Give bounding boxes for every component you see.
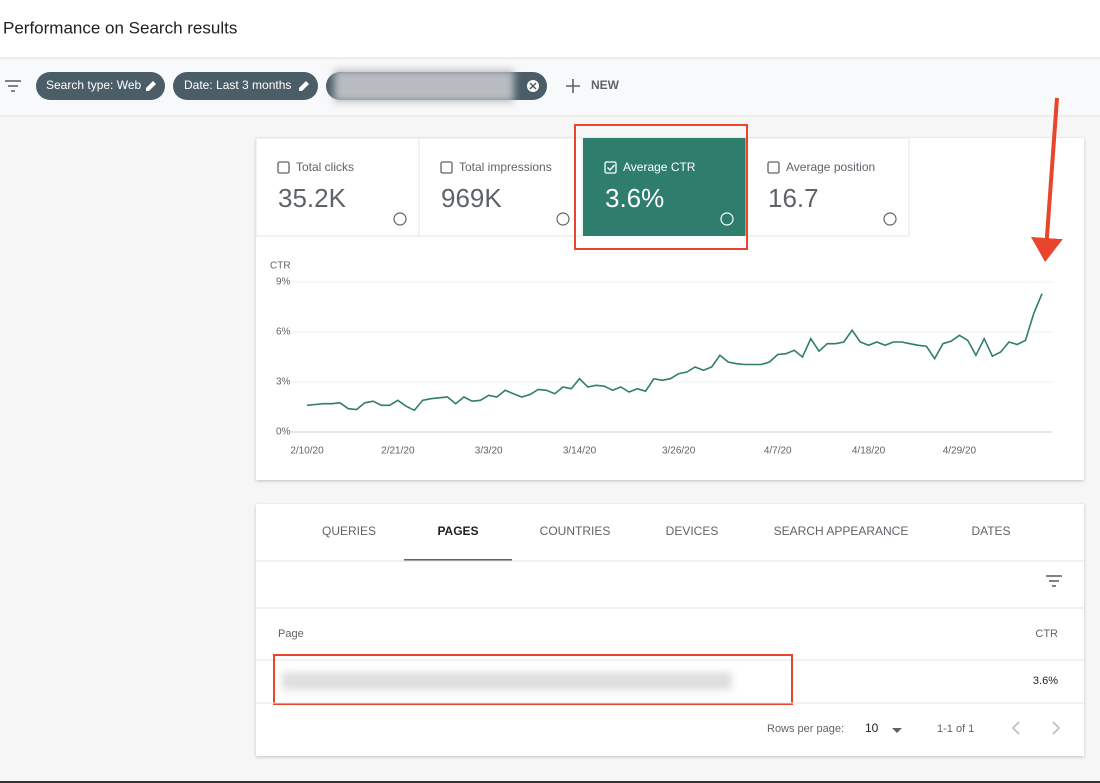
next-page[interactable] <box>1052 721 1061 735</box>
metric-value: 35.2K <box>278 183 347 213</box>
x-tick-label: 2/10/20 <box>290 446 324 457</box>
close-x <box>529 82 537 90</box>
metric-value: 969K <box>441 183 502 213</box>
page-title: Performance on Search results <box>3 18 237 37</box>
new-button[interactable]: NEW <box>591 78 620 92</box>
help-icon <box>556 212 570 226</box>
tab[interactable]: SEARCH APPEARANCE <box>774 524 909 538</box>
x-tick-label: 3/14/20 <box>563 446 597 457</box>
metric-label: Average CTR <box>623 160 696 174</box>
tab[interactable]: DEVICES <box>666 524 719 538</box>
table-filter-icon[interactable] <box>1046 575 1062 587</box>
metric-label: Average position <box>786 160 875 174</box>
tab[interactable]: COUNTRIES <box>540 524 611 538</box>
chip-label: Date: Last 3 months <box>184 78 291 92</box>
rows-per-page-label: Rows per page: <box>767 723 844 735</box>
metric-label: Total impressions <box>459 160 552 174</box>
y-tick-label: 3% <box>276 377 291 388</box>
checkbox <box>440 161 453 174</box>
check <box>607 164 616 172</box>
x-tick-label: 3/26/20 <box>662 446 696 457</box>
column-header: Page <box>278 628 304 640</box>
chip[interactable] <box>173 72 318 100</box>
y-tick-label: 9% <box>276 277 291 288</box>
redacted <box>282 672 732 690</box>
chip-label: Search type: Web <box>46 78 141 92</box>
ctr-cell: 3.6% <box>1033 675 1058 687</box>
tab[interactable]: DATES <box>971 524 1010 538</box>
prev-page[interactable] <box>1011 721 1020 735</box>
edit-icon <box>299 81 309 91</box>
filter-bar <box>0 59 1100 116</box>
x-tick-label: 4/29/20 <box>943 446 977 457</box>
rows-per-page[interactable]: 10 <box>865 721 879 735</box>
checkbox <box>604 161 617 174</box>
table-card <box>256 504 1084 756</box>
checkbox <box>277 161 290 174</box>
header <box>0 0 1100 58</box>
metric-value: 3.6% <box>605 183 664 213</box>
metric-tile[interactable] <box>418 137 583 237</box>
x-tick-label: 4/18/20 <box>852 446 886 457</box>
redacted <box>334 70 514 102</box>
help-icon <box>393 212 407 226</box>
highlight-box <box>273 654 793 705</box>
dropdown-icon[interactable] <box>892 728 902 733</box>
chip[interactable] <box>36 72 165 100</box>
tab[interactable]: PAGES <box>437 524 478 538</box>
x-tick-label: 3/3/20 <box>475 446 503 457</box>
help-icon <box>720 212 734 226</box>
metric-tile[interactable] <box>255 137 420 237</box>
filter-icon[interactable] <box>5 80 21 92</box>
metric-value: 16.7 <box>768 183 819 213</box>
annotation-arrow <box>1030 97 1063 262</box>
y-tick-label: 0% <box>276 427 291 438</box>
highlight-box <box>574 124 748 250</box>
tab[interactable]: QUERIES <box>322 524 376 538</box>
edit-icon <box>146 81 156 91</box>
help-icon <box>883 212 897 226</box>
x-tick-label: 2/21/20 <box>381 446 415 457</box>
metric-tile[interactable] <box>583 138 746 236</box>
metric-label: Total clicks <box>296 160 354 174</box>
x-tick-label: 4/7/20 <box>764 446 792 457</box>
ctr-line <box>306 293 1043 412</box>
page-range: 1-1 of 1 <box>937 723 974 735</box>
y-tick-label: 6% <box>276 327 291 338</box>
plus-icon <box>566 79 580 93</box>
checkbox <box>767 161 780 174</box>
y-axis-label: CTR <box>270 261 291 272</box>
column-header: CTR <box>1035 628 1058 640</box>
